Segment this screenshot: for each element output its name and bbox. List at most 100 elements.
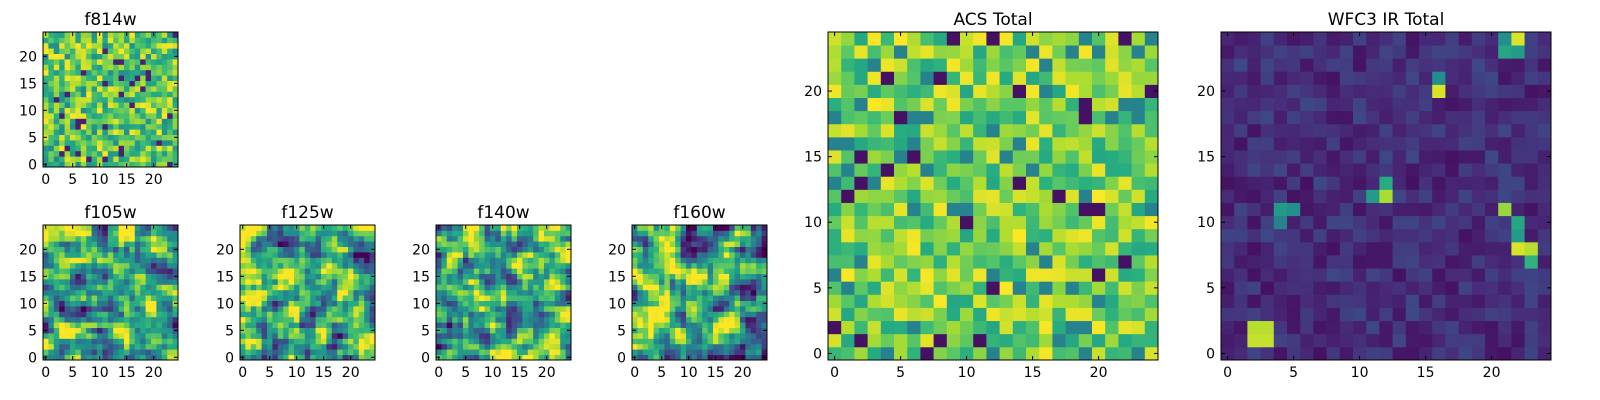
heatmap-cell xyxy=(91,354,98,361)
heatmap-cell xyxy=(102,327,109,334)
heatmap-cell xyxy=(664,349,671,355)
heatmap-cell xyxy=(973,71,987,85)
heatmap-cell xyxy=(48,96,55,103)
heatmap-cell xyxy=(1118,176,1132,190)
heatmap-cell xyxy=(1524,268,1539,282)
heatmap-cell xyxy=(713,241,719,247)
heatmap-cell xyxy=(841,333,855,348)
heatmap-cell xyxy=(664,273,671,280)
heatmap-cell xyxy=(304,300,311,307)
heatmap-cell xyxy=(75,327,82,334)
heatmap-cell xyxy=(560,322,566,328)
heatmap-cell xyxy=(920,176,934,190)
heatmap-cell xyxy=(1300,97,1314,112)
heatmap-cell xyxy=(740,235,746,242)
heatmap-cell xyxy=(107,338,114,345)
heatmap-cell xyxy=(441,252,448,258)
heatmap-cell xyxy=(1234,58,1248,72)
heatmap-cell xyxy=(707,252,714,258)
heatmap-cell xyxy=(156,134,163,141)
heatmap-cell xyxy=(1026,281,1040,295)
heatmap-cell xyxy=(828,268,842,282)
heatmap-cell xyxy=(1485,71,1499,85)
heatmap-cell xyxy=(107,96,114,103)
heatmap-cell xyxy=(267,349,273,355)
heatmap-cell xyxy=(880,281,895,295)
heatmap-cell xyxy=(353,311,360,318)
heatmap-cell xyxy=(702,300,708,307)
heatmap-cell xyxy=(718,333,725,339)
heatmap-cell xyxy=(718,273,725,280)
heatmap-cell xyxy=(828,58,842,72)
heatmap-cell xyxy=(1260,255,1275,269)
heatmap-cell xyxy=(342,322,349,328)
heatmap-cell xyxy=(86,273,92,280)
heatmap-cell xyxy=(1353,84,1367,98)
heatmap-cell xyxy=(723,349,730,355)
heatmap-cell xyxy=(894,215,908,230)
heatmap-cell xyxy=(256,246,262,253)
heatmap-cell xyxy=(745,268,752,274)
heatmap-cell xyxy=(632,295,638,301)
heatmap-cell xyxy=(734,225,741,231)
heatmap-cell xyxy=(1234,71,1248,85)
heatmap-cell xyxy=(172,42,179,49)
heatmap-cell xyxy=(841,281,855,295)
heatmap-cell xyxy=(894,71,908,85)
heatmap-cell xyxy=(140,102,146,108)
heatmap-cell xyxy=(1052,215,1066,230)
heatmap-cell xyxy=(145,91,152,98)
heatmap-cell xyxy=(1537,281,1552,295)
heatmap-cell xyxy=(642,300,649,307)
heatmap-cell xyxy=(102,53,109,60)
heatmap-cell xyxy=(172,316,179,323)
heatmap-cell xyxy=(107,102,114,108)
heatmap-cell xyxy=(500,268,507,274)
heatmap-cell xyxy=(696,262,703,269)
heatmap-cell xyxy=(353,306,360,312)
heatmap-cell xyxy=(565,322,572,328)
heatmap-cell xyxy=(172,102,179,108)
heatmap-cell xyxy=(1234,333,1248,348)
heatmap-cell xyxy=(348,327,354,334)
heatmap-cell xyxy=(310,289,316,296)
heatmap-cell xyxy=(1078,241,1093,256)
heatmap-cell xyxy=(828,136,842,151)
heatmap-cell xyxy=(134,322,141,328)
heatmap-cell xyxy=(1339,268,1354,282)
heatmap-cell xyxy=(1144,281,1159,295)
heatmap-cell xyxy=(364,300,370,307)
heatmap-cell xyxy=(691,257,698,264)
heatmap-cell xyxy=(124,295,130,301)
heatmap-cell xyxy=(867,97,882,112)
heatmap-cell xyxy=(1379,45,1393,59)
heatmap-cell xyxy=(48,113,55,119)
heatmap-cell xyxy=(880,320,895,335)
heatmap-cell xyxy=(1234,202,1248,217)
heatmap-cell xyxy=(1026,255,1040,269)
heatmap-cell xyxy=(172,91,179,98)
heatmap-cell xyxy=(272,316,279,323)
heatmap-cell xyxy=(946,32,961,46)
heatmap-cell xyxy=(986,320,1000,335)
heatmap-cell xyxy=(48,42,55,49)
heatmap-cell xyxy=(129,289,136,296)
heatmap-cell xyxy=(70,102,76,108)
heatmap-cell xyxy=(337,235,343,242)
heatmap-cell xyxy=(1065,320,1080,335)
heatmap-cell xyxy=(637,311,644,318)
heatmap-cell xyxy=(1118,281,1132,295)
heatmap-cell xyxy=(1485,163,1499,177)
heatmap-cell xyxy=(161,113,168,119)
heatmap-cell xyxy=(369,230,376,237)
heatmap-cell xyxy=(999,84,1014,98)
heatmap-cell xyxy=(642,268,649,274)
heatmap-cell xyxy=(134,333,141,339)
heatmap-cell xyxy=(331,279,338,285)
heatmap-cell xyxy=(1326,294,1341,308)
heatmap-cell xyxy=(1052,150,1066,164)
heatmap-cell xyxy=(1144,255,1159,269)
heatmap-cell xyxy=(156,69,163,76)
heatmap-cell xyxy=(64,32,71,38)
heatmap-cell xyxy=(272,311,279,318)
